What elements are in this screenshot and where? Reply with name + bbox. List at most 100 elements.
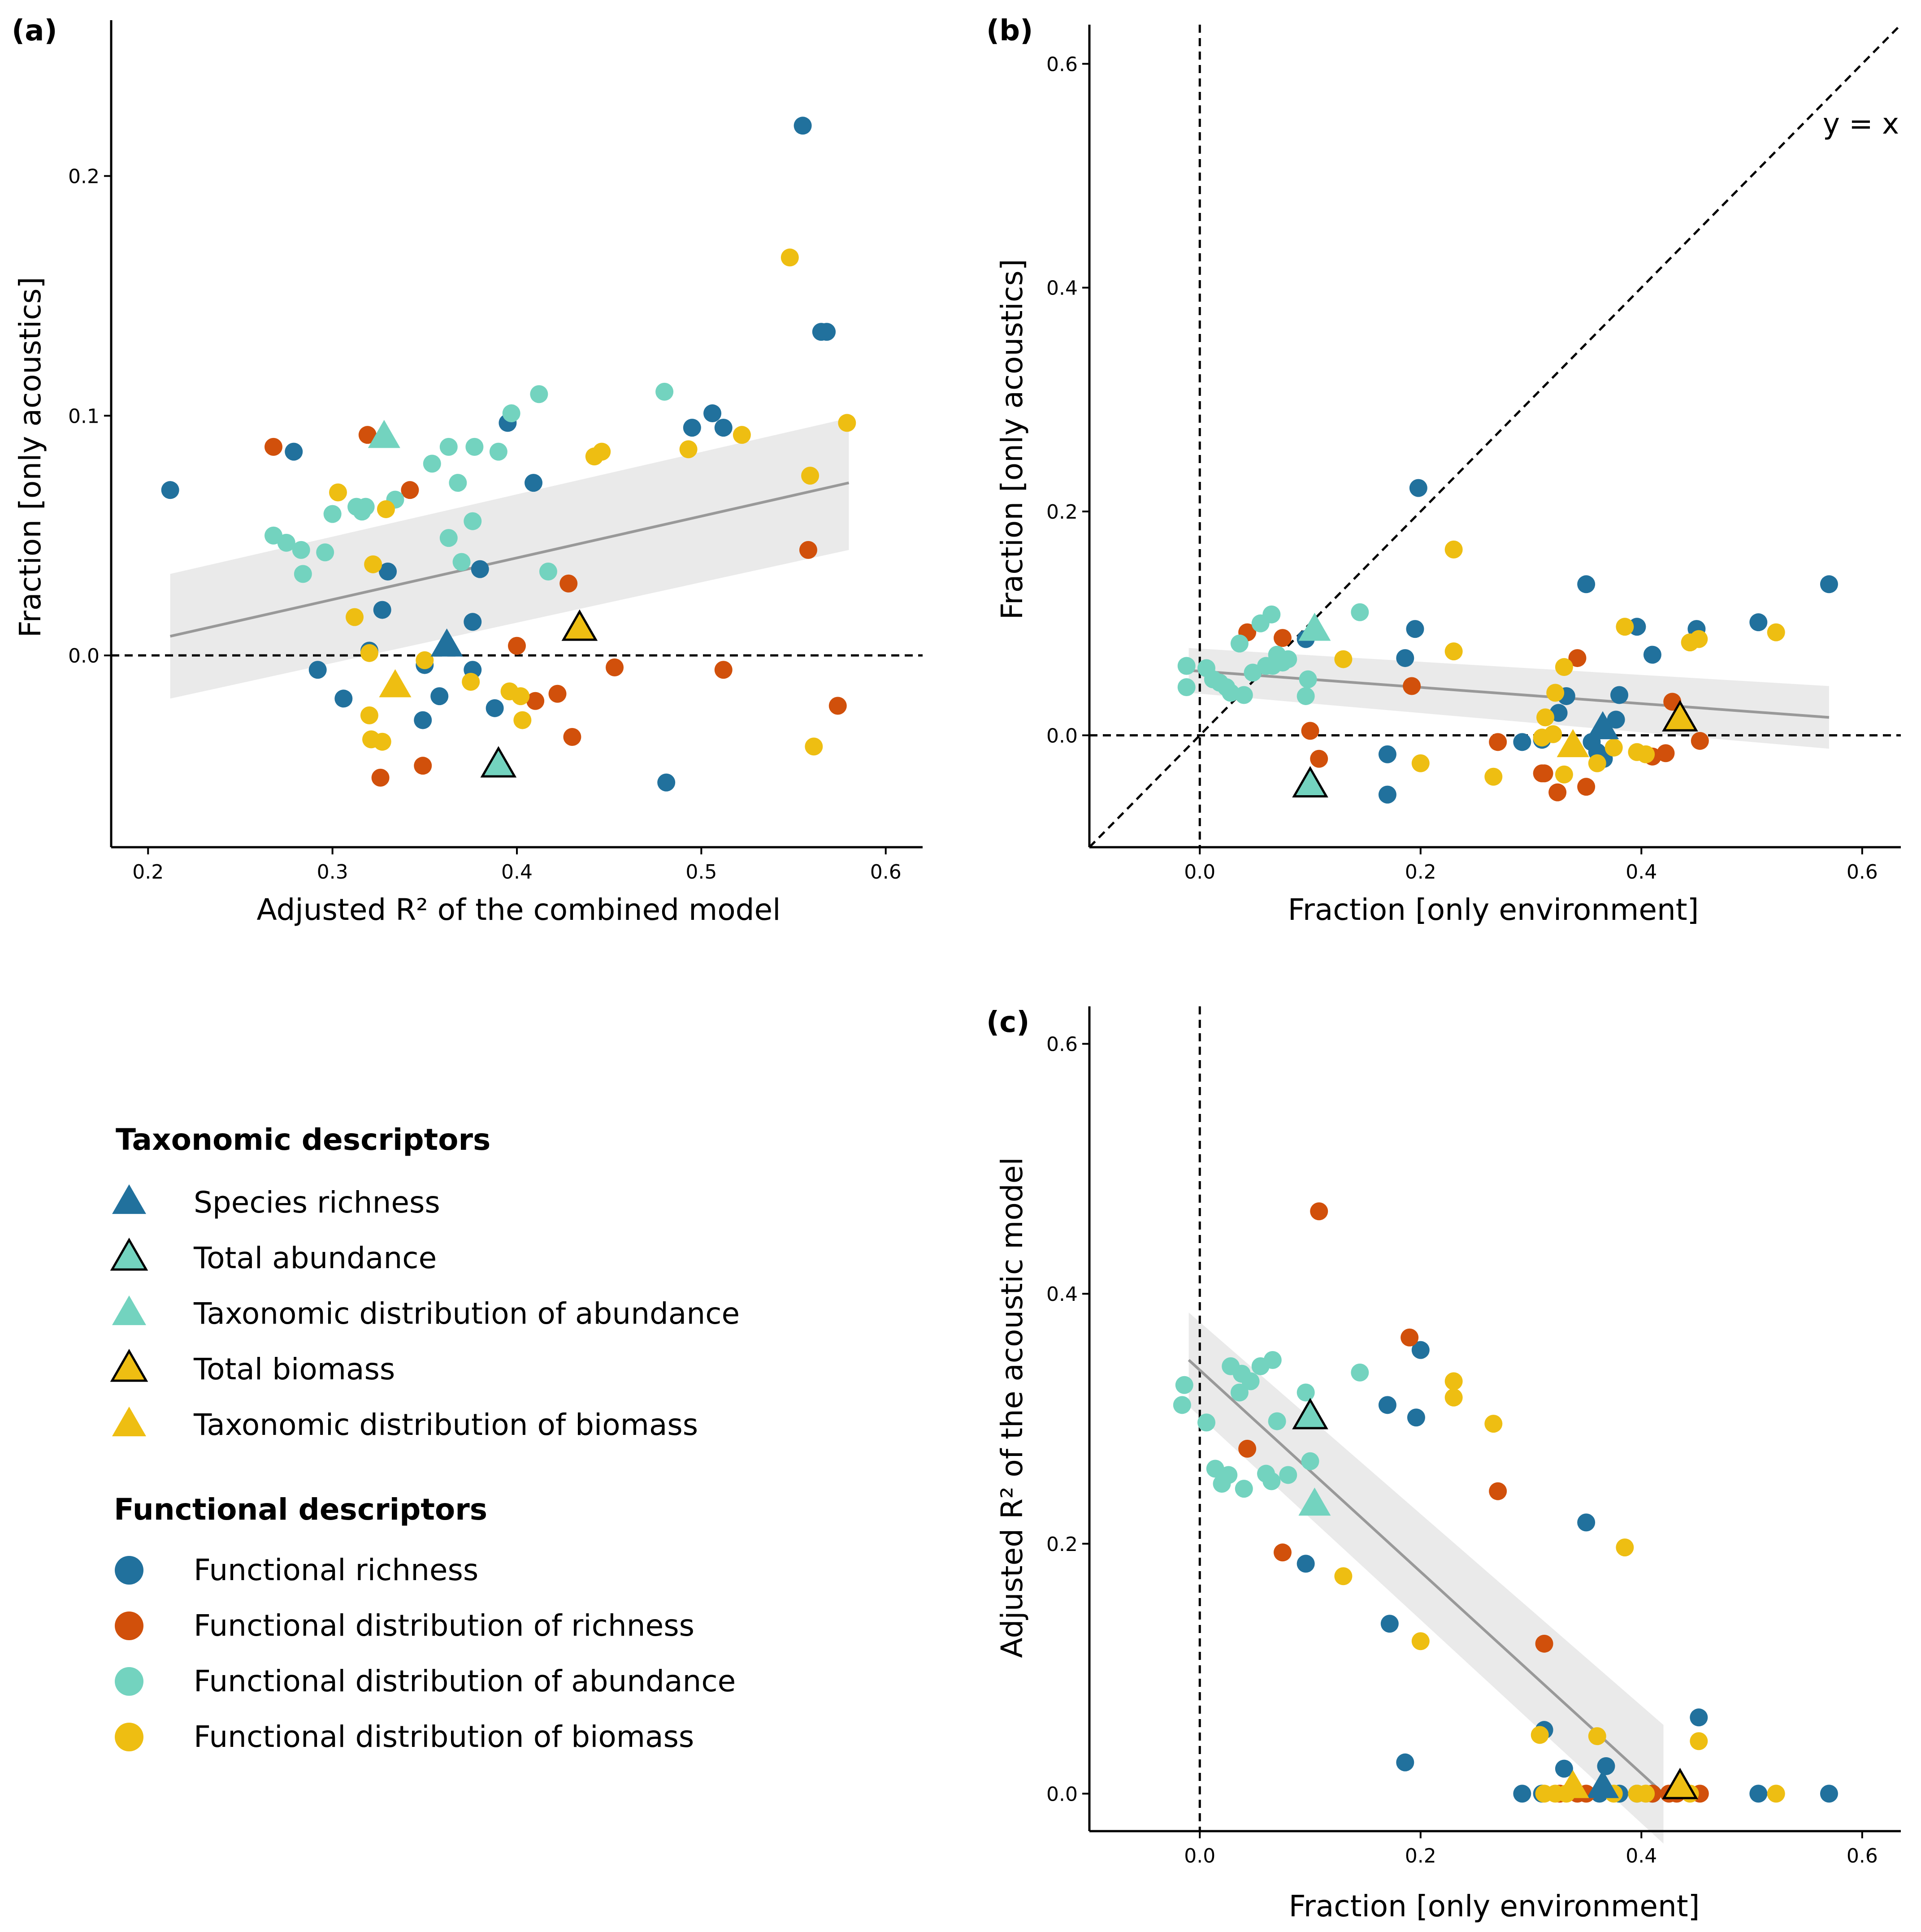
legend-taxonomic-item-label: Total biomass (193, 1352, 395, 1386)
panel-a-point (818, 323, 836, 341)
panel-a-point (471, 560, 489, 578)
panel-b-triangle-point (1557, 729, 1589, 758)
panel-a-point (277, 533, 295, 552)
panel-b-y-tick-label: 0.2 (1046, 501, 1078, 524)
panel-b-point (1235, 686, 1253, 704)
panel-b-point (1299, 670, 1317, 689)
panel-a-point (657, 773, 676, 792)
panel-b-point (1535, 764, 1553, 783)
panel-b-point (1444, 642, 1463, 661)
panel-b-point (1177, 657, 1196, 675)
panel-b-y-tick-label: 0.6 (1046, 53, 1078, 76)
legend-functional-item-label: Functional distribution of biomass (194, 1720, 694, 1754)
legend-taxonomic-item-label: Taxonomic distribution of biomass (193, 1408, 698, 1442)
panel-b-xlabel: Fraction [only environment] (1288, 892, 1699, 927)
panel-a-point (526, 692, 545, 710)
panel-b-point (1555, 658, 1573, 676)
panel-c-point (1401, 1328, 1419, 1347)
panel-c-point (1268, 1412, 1286, 1430)
panel-c-point (1262, 1472, 1281, 1490)
panel-a-point (559, 574, 578, 593)
panel-b-point (1767, 623, 1785, 641)
panel-c-point (1407, 1408, 1425, 1427)
panel-c-point (1597, 1757, 1615, 1776)
panel-a-point (655, 382, 674, 401)
panel-b-y-tick-label: 0.0 (1046, 724, 1078, 747)
panel-b-point (1484, 767, 1503, 786)
panel-a-point (593, 442, 611, 461)
panel-c-triangle-point (1557, 1770, 1589, 1798)
panel-a-point (356, 498, 375, 516)
panel-c-xlabel: Fraction [only environment] (1289, 1889, 1700, 1923)
panel-a-x-tick-label: 0.3 (317, 861, 348, 884)
panel-a-point (513, 711, 532, 729)
panel-a-point (464, 613, 482, 631)
panel-c-point (1749, 1785, 1768, 1803)
panel-a-point (489, 442, 507, 461)
panel-b-point (1555, 765, 1573, 784)
panel-c-point (1351, 1363, 1369, 1382)
panel-c-point (1396, 1753, 1414, 1772)
panel-a-point (358, 426, 377, 444)
legend-triangle-icon (110, 1237, 148, 1271)
panel-b-point (1378, 785, 1396, 804)
panel-a-point (548, 684, 567, 703)
panel-c-point (1175, 1376, 1193, 1394)
panel-a-point (414, 757, 432, 775)
panel-b-point (1489, 733, 1507, 751)
panel-c-point (1484, 1415, 1503, 1433)
panel-a-point (606, 658, 624, 676)
panel-c-point (1197, 1413, 1216, 1432)
panel-a-point (379, 563, 397, 580)
panel-a-point (360, 644, 378, 662)
panel-a-point (464, 512, 482, 530)
panel-b-point (1262, 605, 1281, 624)
panel-a-point (377, 500, 395, 518)
panel-b-x-tick-label: 0.4 (1626, 861, 1657, 884)
panel-c-point (1219, 1466, 1238, 1484)
legend: Taxonomic descriptors Functional descrip… (110, 1122, 740, 1754)
panel-b-point (1177, 678, 1196, 696)
panel-a-point (452, 553, 471, 571)
panel-b-triangle-point (1662, 700, 1698, 732)
panel-c-trend-line (1188, 1359, 1665, 1795)
panel-c-x-tick-label: 0.6 (1847, 1845, 1878, 1867)
panel-c-point (1531, 1726, 1549, 1744)
panel-c-point (1577, 1513, 1596, 1532)
panel-b-x-tick-label: 0.6 (1847, 861, 1878, 884)
panel-a-point (430, 687, 449, 706)
panel-c-point (1820, 1785, 1838, 1803)
panel-b-point (1351, 603, 1369, 621)
legend-taxonomic-item-label: Species richness (194, 1185, 440, 1220)
panel-a-point (828, 697, 847, 715)
panel-a-point (512, 687, 530, 706)
panel-a-x-tick-label: 0.4 (501, 861, 533, 884)
panel-a-point (805, 737, 823, 756)
panel-c-y-tick-label: 0.0 (1046, 1783, 1078, 1806)
panel-b-x-tick-label: 0.0 (1184, 861, 1215, 884)
panel-b-point (1577, 575, 1596, 593)
panel-a-point (502, 404, 520, 423)
panel-a-point (530, 385, 548, 403)
panel-c-x-tick-label: 0.2 (1405, 1845, 1436, 1867)
panel-b-label: (b) (986, 14, 1033, 48)
panel-a-point (323, 505, 342, 523)
panel-b-point (1273, 629, 1292, 647)
panel-b-point (1691, 732, 1709, 750)
panel-b-triangle-point (1298, 612, 1331, 641)
panel-a-trend-line (169, 481, 850, 638)
panel-c-y-tick-label: 0.6 (1046, 1033, 1078, 1056)
panel-b-point (1513, 733, 1531, 751)
legend-taxonomic-item-label: Taxonomic distribution of abundance (193, 1296, 740, 1331)
panel-b-point (1411, 754, 1430, 772)
panel-a-point (539, 563, 557, 580)
panel-b-point (1637, 745, 1655, 763)
panel-a-triangle-point (561, 609, 598, 641)
panel-b-point (1409, 479, 1427, 497)
panel-c-triangle-point (1662, 1767, 1698, 1799)
panel-b-point (1643, 645, 1661, 664)
panel-a-point (439, 529, 458, 547)
panel-a-point (416, 651, 434, 669)
panel-c-point (1273, 1543, 1292, 1562)
panel-a-x-tick-label: 0.2 (132, 861, 164, 884)
